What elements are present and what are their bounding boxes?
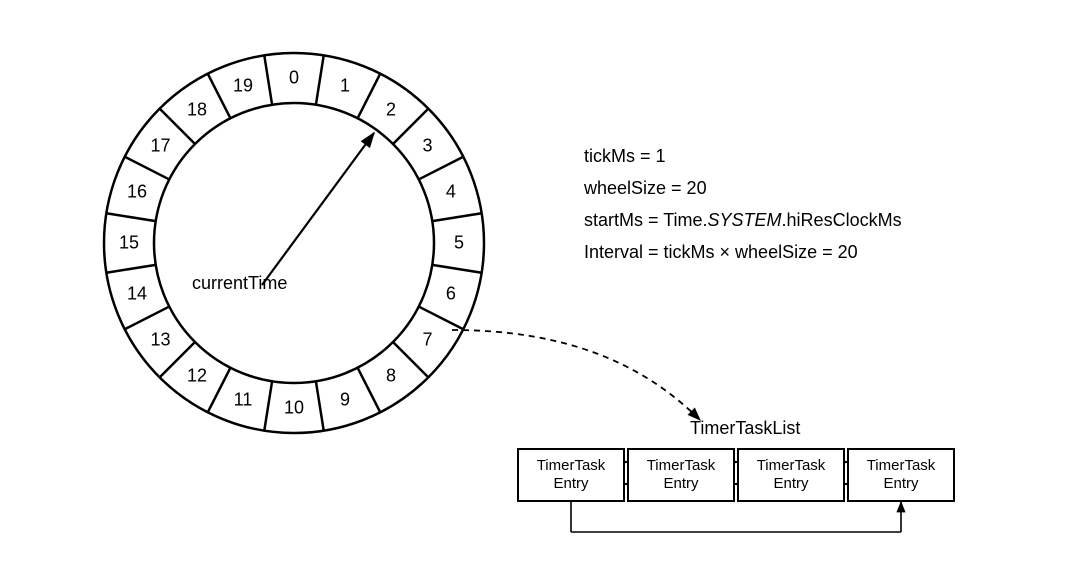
wheel-slot-14: 14 [127,283,147,304]
wheel-slot-9: 9 [340,389,350,410]
param-line: startMs = Time.SYSTEM.hiResClockMs [584,204,902,236]
wheel-slot-13: 13 [150,329,170,350]
wheel-slot-0: 0 [289,68,299,89]
wheel-slot-5: 5 [454,233,464,254]
wheel-slot-11: 11 [234,389,253,410]
timer-task-entry: TimerTaskEntry [737,448,845,502]
wheel-slot-2: 2 [386,99,396,120]
timer-task-list-label: TimerTaskList [690,418,800,439]
wheel-slot-16: 16 [127,182,147,203]
wheel-slot-18: 18 [187,99,207,120]
param-line: tickMs = 1 [584,140,902,172]
param-line: wheelSize = 20 [584,172,902,204]
current-time-label: currentTime [192,273,287,294]
timer-task-entry: TimerTaskEntry [627,448,735,502]
wheel-slot-17: 17 [150,136,170,157]
wheel-slot-12: 12 [187,366,207,387]
wheel-slot-4: 4 [446,182,456,203]
timer-task-entry: TimerTaskEntry [517,448,625,502]
wheel-slot-19: 19 [233,76,253,97]
wheel-slot-1: 1 [340,76,350,97]
wheel-slot-8: 8 [386,366,396,387]
wheel-slot-15: 15 [119,233,139,254]
wheel-slot-6: 6 [446,283,456,304]
timer-task-entry: TimerTaskEntry [847,448,955,502]
wheel-slot-7: 7 [422,329,432,350]
wheel-slot-10: 10 [284,398,304,419]
wheel-slot-3: 3 [422,136,432,157]
param-line: Interval = tickMs × wheelSize = 20 [584,236,902,268]
parameter-list: tickMs = 1wheelSize = 20startMs = Time.S… [584,140,902,268]
